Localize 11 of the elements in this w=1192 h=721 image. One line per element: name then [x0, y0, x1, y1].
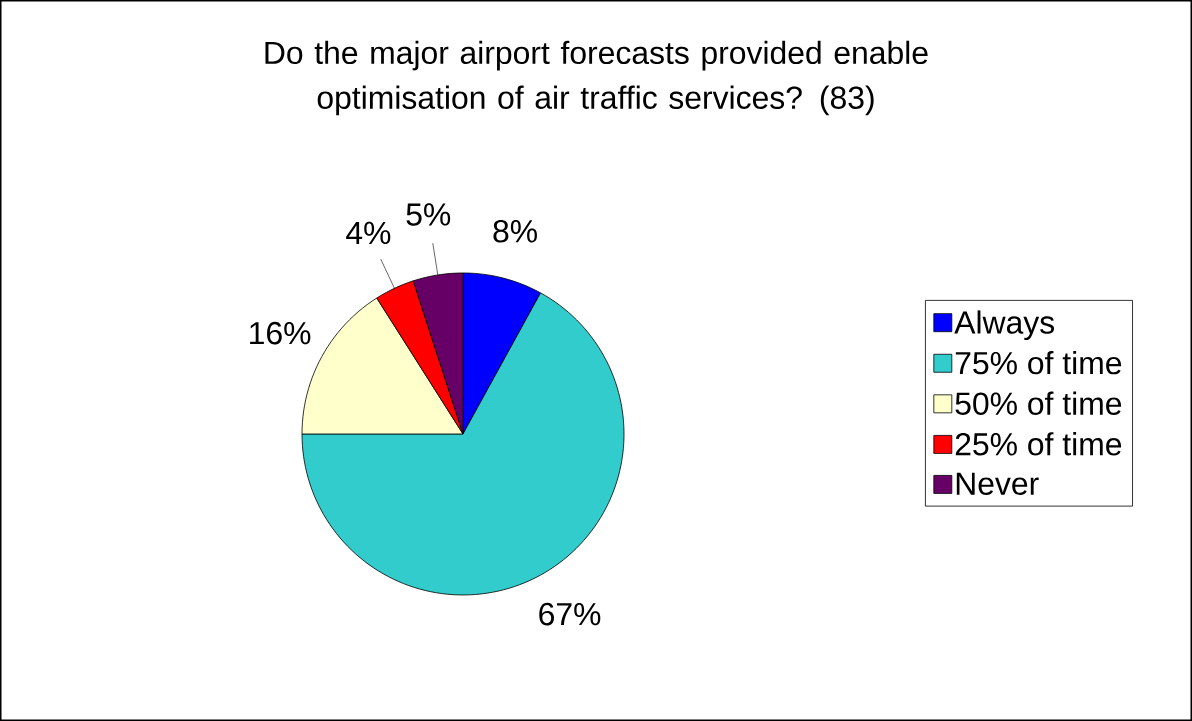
- data-label: 67%: [539, 602, 601, 626]
- legend-label: 25% of time: [955, 432, 1122, 456]
- data-label: 16%: [250, 321, 311, 345]
- legend-label: Never: [956, 472, 1039, 495]
- data-label: 4%: [346, 221, 391, 245]
- legend-label: 50% of time: [955, 391, 1122, 415]
- legend-label: 75% of time: [955, 350, 1122, 375]
- data-label: 5%: [406, 203, 451, 226]
- chart-title: Do the major airport forecasts provided enable optimisation of air traffic services? (83): [265, 40, 928, 116]
- data-label: 8%: [493, 219, 537, 243]
- legend-label: Always: [954, 310, 1055, 341]
